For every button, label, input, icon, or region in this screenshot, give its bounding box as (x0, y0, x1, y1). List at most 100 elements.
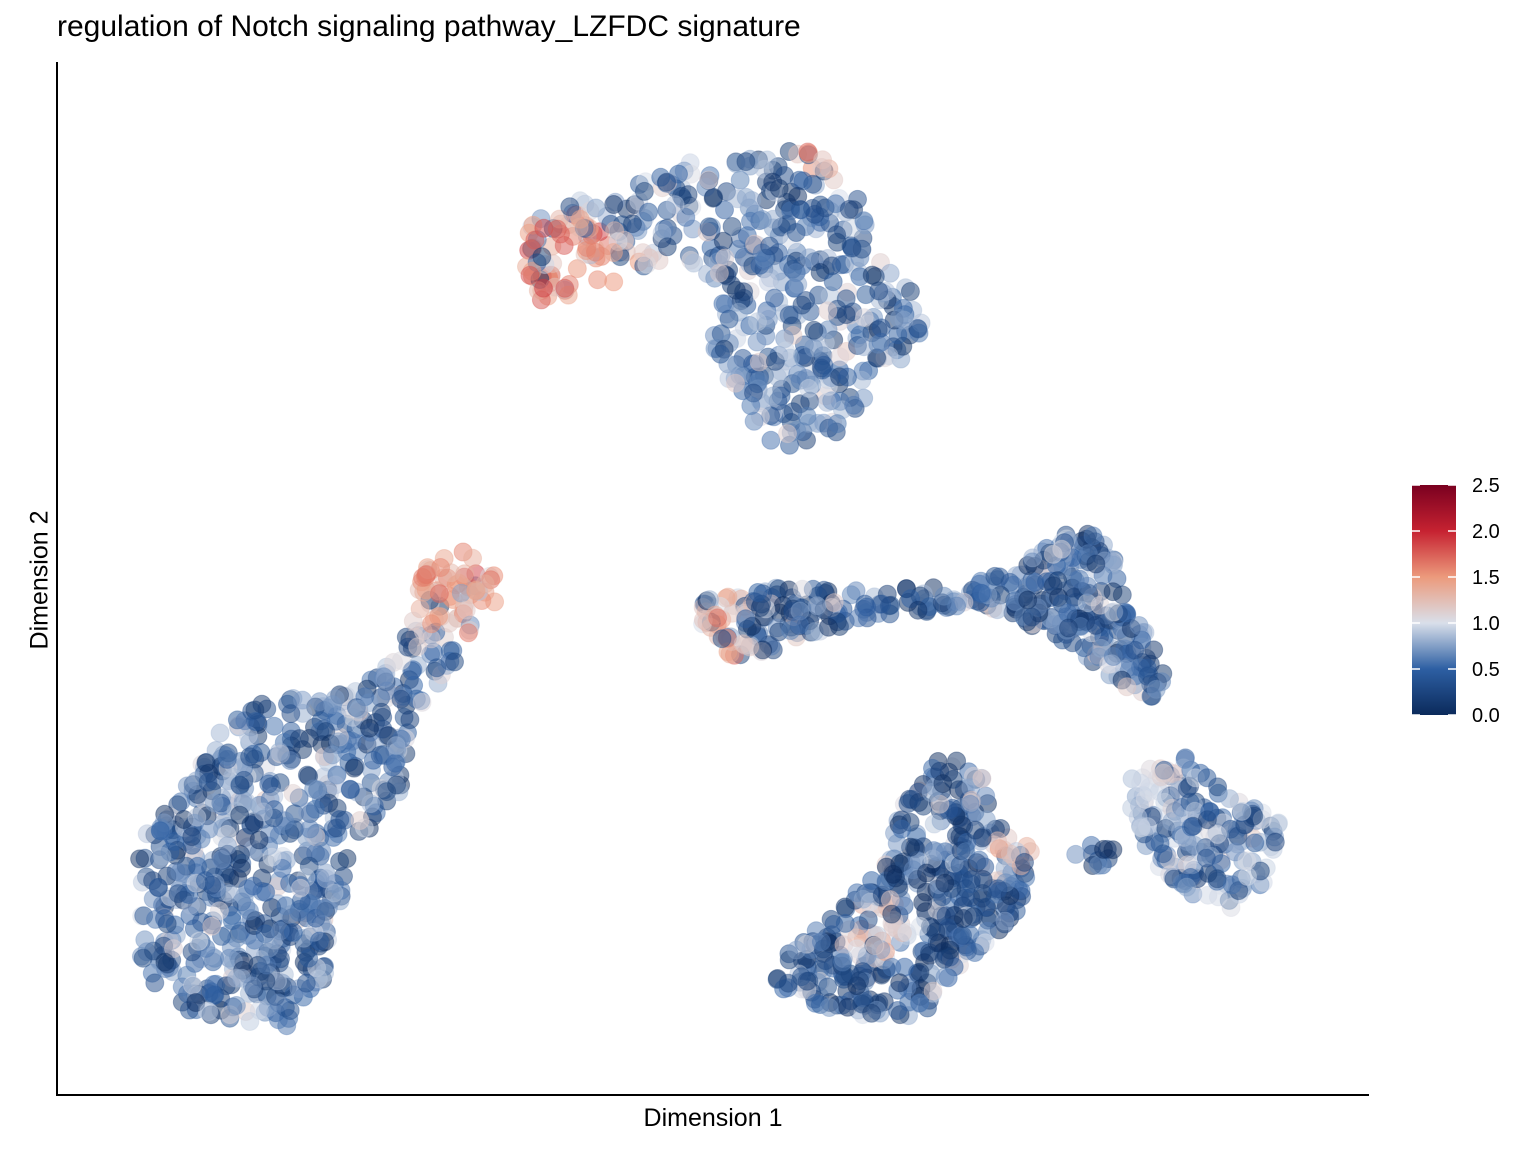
scatter-point (1135, 789, 1155, 809)
scatter-point (665, 195, 685, 215)
scatter-point (1023, 548, 1043, 568)
scatter-point (133, 948, 153, 968)
scatter-point (841, 585, 861, 605)
scatter-point (1232, 801, 1252, 821)
scatter-point (853, 889, 873, 909)
x-axis-label: Dimension 1 (643, 1104, 783, 1132)
scatter-point (947, 596, 967, 616)
scatter-point (1146, 679, 1166, 699)
scatter-point (934, 586, 954, 606)
scatter-point (858, 910, 878, 930)
scatter-point (934, 949, 954, 969)
scatter-point (340, 780, 360, 800)
scatter-point (1162, 812, 1182, 832)
scatter-point (995, 911, 1015, 931)
scatter-point (1138, 817, 1157, 837)
scatter-point (908, 600, 928, 620)
scatter-point (799, 378, 819, 398)
scatter-point (520, 265, 540, 285)
scatter-point (1043, 544, 1063, 564)
scatter-point (633, 243, 653, 263)
scatter-point (953, 926, 972, 945)
scatter-point (871, 318, 891, 338)
scatter-point (936, 906, 956, 926)
scatter-point (1018, 590, 1038, 610)
scatter-point (709, 263, 729, 283)
scatter-point (269, 993, 289, 1013)
scatter-point (830, 347, 850, 367)
scatter-point (220, 884, 240, 904)
scatter-point (961, 870, 981, 890)
scatter-point (1103, 840, 1123, 860)
scatter-point (253, 802, 273, 822)
scatter-point (202, 916, 222, 936)
points-layer (130, 142, 1288, 1036)
scatter-point (744, 411, 764, 431)
scatter-point (1086, 615, 1106, 635)
scatter-point (1220, 789, 1239, 809)
scatter-point (868, 334, 888, 354)
scatter-point (786, 940, 806, 960)
scatter-point (323, 695, 343, 715)
scatter-point (1103, 582, 1123, 602)
scatter-point (842, 238, 862, 258)
scatter-point (456, 600, 476, 620)
scatter-point (786, 263, 806, 283)
scatter-point (164, 939, 183, 959)
scatter-point (135, 930, 155, 950)
scatter-point (152, 846, 172, 866)
scatter-point (850, 971, 870, 991)
scatter-point (1154, 763, 1174, 783)
scatter-point (304, 779, 324, 799)
scatter-point (715, 200, 734, 220)
scatter-point (797, 406, 817, 426)
scatter-point (324, 883, 344, 903)
scatter-point (391, 689, 411, 709)
scatter-point (726, 280, 746, 300)
scatter-point (804, 338, 823, 358)
scatter-point (145, 973, 165, 993)
scatter-point (712, 629, 732, 649)
chart-title: regulation of Notch signaling pathway_LZ… (57, 10, 801, 43)
scatter-point (330, 852, 350, 871)
scatter-point (761, 430, 781, 450)
scatter-point (148, 878, 168, 897)
scatter-point (217, 746, 237, 766)
scatter-point (328, 732, 348, 752)
scatter-point (947, 751, 967, 771)
scatter-point (204, 793, 224, 813)
scatter-point (310, 931, 329, 951)
scatter-point (971, 583, 991, 603)
scatter-point (1177, 877, 1197, 897)
scatter-point (956, 842, 976, 862)
scatter-point (350, 811, 370, 830)
scatter-point (892, 819, 912, 839)
scatter-point (1116, 603, 1136, 623)
scatter-point (554, 236, 574, 255)
scatter-point (862, 265, 882, 285)
scatter-point (657, 237, 677, 257)
scatter-point (736, 152, 756, 172)
scatter-point (862, 1003, 882, 1023)
scatter-point (792, 295, 812, 315)
scatter-point (227, 968, 247, 988)
scatter-point (577, 238, 597, 257)
scatter-point (1103, 647, 1123, 666)
scatter-point (246, 712, 265, 731)
scatter-point (445, 652, 464, 672)
colorbar-tick-label: 2.5 (1472, 475, 1500, 497)
scatter-point (1131, 773, 1151, 793)
scatter-point (198, 772, 218, 792)
scatter-point (455, 564, 475, 584)
scatter-point (923, 981, 943, 1001)
scatter-point (888, 1001, 908, 1020)
scatter-point (748, 583, 768, 602)
scatter-point (816, 951, 835, 971)
scatter-point (699, 170, 718, 190)
scatter-point (1129, 616, 1149, 635)
scatter-point (902, 790, 922, 809)
scatter-point (779, 305, 799, 325)
scatter-point (804, 320, 824, 340)
scatter-point (833, 952, 853, 972)
scatter-point (882, 904, 902, 924)
